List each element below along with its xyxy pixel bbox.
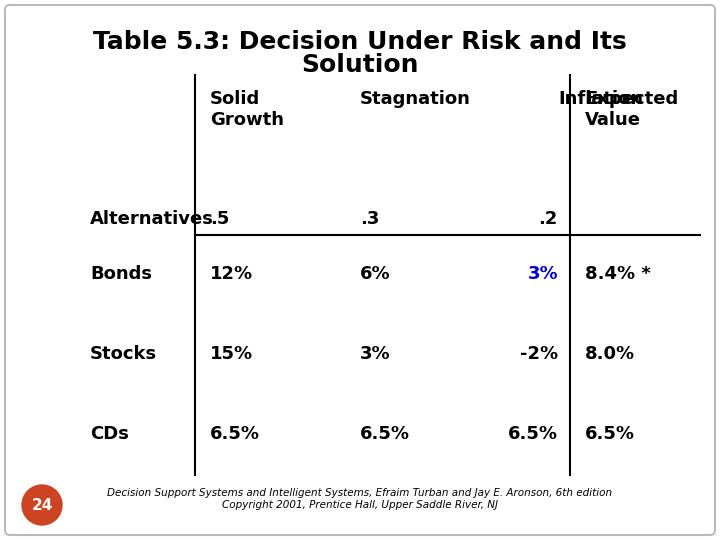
Text: Inflation: Inflation xyxy=(558,90,643,108)
Text: .5: .5 xyxy=(210,210,230,228)
Text: Bonds: Bonds xyxy=(90,265,152,283)
Text: 8.4% *: 8.4% * xyxy=(585,265,651,283)
Text: 6.5%: 6.5% xyxy=(360,425,410,443)
Text: 15%: 15% xyxy=(210,345,253,363)
FancyBboxPatch shape xyxy=(5,5,715,535)
Text: 3%: 3% xyxy=(360,345,391,363)
Text: Copyright 2001, Prentice Hall, Upper Saddle River, NJ: Copyright 2001, Prentice Hall, Upper Sad… xyxy=(222,500,498,510)
Text: .2: .2 xyxy=(539,210,558,228)
Text: 6.5%: 6.5% xyxy=(508,425,558,443)
Text: 6%: 6% xyxy=(360,265,391,283)
Text: 6.5%: 6.5% xyxy=(210,425,260,443)
Text: 6.5%: 6.5% xyxy=(585,425,635,443)
Text: Alternatives: Alternatives xyxy=(90,210,214,228)
Circle shape xyxy=(22,485,62,525)
Text: Decision Support Systems and Intelligent Systems, Efraim Turban and Jay E. Arons: Decision Support Systems and Intelligent… xyxy=(107,488,613,498)
Text: 24: 24 xyxy=(31,497,53,512)
Text: -2%: -2% xyxy=(520,345,558,363)
Text: 8.0%: 8.0% xyxy=(585,345,635,363)
Text: Expected
Value: Expected Value xyxy=(585,90,678,129)
Text: .3: .3 xyxy=(360,210,379,228)
Text: Solid
Growth: Solid Growth xyxy=(210,90,284,129)
Text: CDs: CDs xyxy=(90,425,129,443)
Text: Stagnation: Stagnation xyxy=(360,90,471,108)
Text: 3%: 3% xyxy=(527,265,558,283)
Text: Table 5.3: Decision Under Risk and Its: Table 5.3: Decision Under Risk and Its xyxy=(93,30,627,54)
Text: Solution: Solution xyxy=(301,53,419,77)
Text: Stocks: Stocks xyxy=(90,345,157,363)
Text: 12%: 12% xyxy=(210,265,253,283)
